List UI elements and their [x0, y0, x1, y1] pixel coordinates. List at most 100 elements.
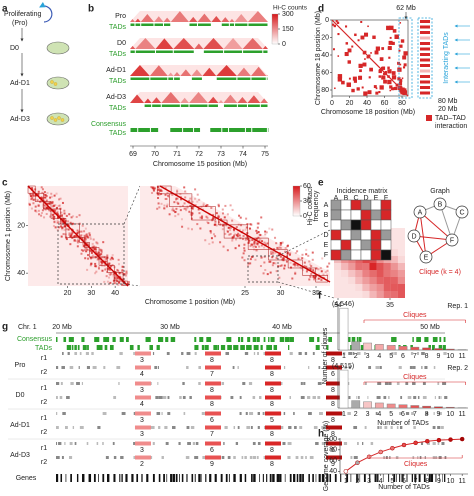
- hic-pixel: [34, 210, 36, 212]
- hic-pixel: [222, 212, 224, 214]
- track-label: Consensus: [17, 336, 53, 343]
- gene: [82, 474, 84, 482]
- hic-pixel: [198, 212, 200, 214]
- node-label: C: [459, 209, 464, 216]
- hic-pixel: [245, 239, 247, 241]
- tad-mark: [113, 396, 116, 399]
- lipid-droplet: [54, 82, 57, 85]
- clique-size: 3: [140, 447, 144, 454]
- side-range-label: 20 Mb: [438, 106, 458, 113]
- hic-pixel: [317, 268, 319, 270]
- tad-mark: [68, 352, 70, 355]
- hic-pixel: [276, 270, 278, 272]
- x-tick-label: 75: [261, 151, 269, 158]
- gene: [360, 474, 361, 482]
- hic-pixel: [95, 241, 97, 243]
- interaction: [403, 66, 405, 68]
- tad-mark: [253, 442, 256, 445]
- bar: [340, 370, 348, 408]
- gene: [340, 474, 341, 482]
- tad-bar: [136, 24, 141, 27]
- clique-bar: [265, 352, 281, 356]
- hic-pixel: [328, 263, 330, 265]
- consensus-tad: [171, 337, 175, 342]
- hic-pixel: [268, 228, 270, 230]
- legend-swatch: [426, 115, 432, 121]
- hic-pixel: [118, 259, 120, 261]
- x-tick-label: 2: [354, 353, 358, 360]
- consensus-tad: [316, 345, 320, 350]
- hic-pixel: [281, 264, 283, 266]
- hic-cell: [362, 263, 369, 270]
- interacting-tad: [420, 64, 430, 67]
- interaction: [384, 73, 386, 75]
- tad-bar: [131, 24, 135, 27]
- hic-pixel: [94, 265, 96, 267]
- tad-bar: [156, 51, 173, 54]
- hic-pixel: [42, 209, 44, 211]
- hic-pixel: [278, 277, 280, 279]
- interaction: [353, 77, 357, 81]
- consensus-tad: [112, 337, 115, 342]
- tad-bar: [217, 78, 237, 81]
- tad-mark: [56, 396, 58, 399]
- interacting-tad: [420, 81, 430, 84]
- hic-pixel: [52, 203, 54, 205]
- tad-mark: [305, 352, 307, 355]
- hic-pixel: [270, 251, 272, 253]
- interaction: [359, 69, 362, 72]
- hic-pixel: [100, 253, 102, 255]
- hic-cell: [334, 284, 341, 291]
- interaction: [376, 47, 380, 51]
- x-tick-label: 11: [458, 353, 465, 360]
- track-label: Pro: [115, 13, 126, 20]
- interaction: [390, 37, 392, 39]
- hic-cell: [398, 228, 405, 235]
- hic-pixel: [87, 236, 89, 238]
- hic-pixel: [52, 216, 54, 218]
- point: [414, 441, 418, 445]
- matrix-cell: [361, 220, 371, 230]
- hic-pixel: [166, 198, 168, 200]
- consensus-tad: [317, 337, 319, 342]
- tad-mark: [417, 456, 418, 459]
- hic-pixel: [287, 253, 289, 255]
- x-tick-label: 2: [354, 411, 358, 418]
- hic-pixel: [112, 254, 114, 256]
- tad-mark: [133, 352, 135, 355]
- interaction: [363, 52, 365, 54]
- hic-cell: [391, 291, 398, 298]
- hic-pixel: [91, 252, 93, 254]
- x-tick-label: 3: [366, 411, 370, 418]
- tad-mark: [365, 382, 366, 385]
- tad-mark: [233, 366, 235, 369]
- gene: [383, 474, 384, 482]
- interaction: [358, 39, 360, 41]
- hic-pixel: [109, 274, 111, 276]
- tad-mark: [412, 382, 416, 385]
- clique-bar: [265, 412, 281, 416]
- hic-pixel: [41, 186, 43, 188]
- hic-cell: [398, 249, 405, 256]
- hic-pixel: [227, 213, 229, 215]
- tad-mark: [284, 366, 285, 369]
- tad-mark: [61, 382, 63, 385]
- hic-pixel: [213, 233, 215, 235]
- interaction: [378, 91, 380, 93]
- tad-mark: [225, 352, 229, 355]
- x-tick-label: 73: [217, 151, 225, 158]
- hic-pixel: [196, 201, 198, 203]
- gene: [431, 474, 433, 482]
- x-tick-label: 9: [437, 411, 441, 418]
- hic-pixel: [110, 258, 112, 260]
- tad-bar: [189, 24, 196, 27]
- gene: [77, 474, 78, 482]
- interaction: [351, 89, 354, 92]
- tad-mark: [314, 426, 318, 429]
- hic-pixel: [31, 208, 33, 210]
- tad-mark: [433, 456, 436, 459]
- tad-mark: [444, 396, 447, 399]
- tad-mark: [348, 396, 350, 399]
- tad-mark: [153, 352, 154, 355]
- tad-mark: [445, 456, 447, 459]
